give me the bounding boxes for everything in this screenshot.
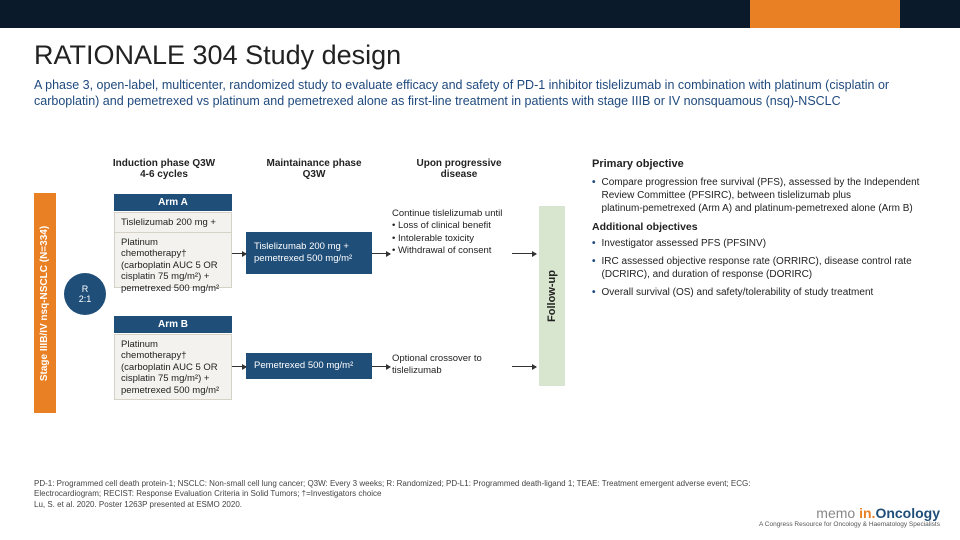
primary-objective-heading: Primary objective [592,158,940,170]
logo-oncology: Oncology [875,505,940,521]
arm-a-header: Arm A [114,194,232,211]
objective-item: • IRC assessed objective response rate (… [592,255,940,281]
maintenance-b: Pemetrexed 500 mg/m² [246,353,372,379]
progressive-a: Continue tislelizumab until• Loss of cli… [392,208,512,257]
logo-subtitle: A Congress Resource for Oncology & Haema… [759,521,940,528]
slide-content: RATIONALE 304 Study design A phase 3, op… [34,40,940,510]
logo-main: memo in.Oncology [759,505,940,521]
maintenance-a: Tislelizumab 200 mg + pemetrexed 500 mg/… [246,232,372,274]
logo-in: in. [859,505,875,521]
arrow-b-prog [372,366,390,367]
followup-label: Follow-up [546,270,558,322]
top-bar [0,0,960,28]
primary-objective-item: • Compare progression free survival (PFS… [592,176,940,215]
arrow-a-fu [512,253,536,254]
study-diagram: Induction phase Q3W4-6 cycles Maintainan… [34,158,940,428]
arrow-a-prog [372,253,390,254]
objective-text: Overall survival (OS) and safety/tolerab… [602,286,874,299]
logo: memo in.Oncology A Congress Resource for… [759,505,940,528]
slide-subtitle: A phase 3, open‑label, multicenter, rand… [34,77,914,110]
objective-item: • Overall survival (OS) and safety/toler… [592,286,940,299]
objectives-panel: Primary objective • Compare progression … [592,158,940,304]
footnotes: PD-1: Programmed cell death protein-1; N… [34,479,754,510]
top-bar-accent [750,0,900,28]
bullet-icon: • [592,176,596,215]
arrow-a-maint [232,253,246,254]
objective-item: • Investigator assessed PFS (PFSINV) [592,237,940,250]
phase-maintenance: Maintainance phaseQ3W [254,158,374,180]
bullet-icon: • [592,286,596,299]
followup-bar: Follow-up [539,206,565,386]
progressive-b: Optional crossover to tislelizumab [392,353,512,378]
randomize-ratio: 2:1 [79,294,92,304]
arm-a-line1: Tislelizumab 200 mg + [114,212,232,233]
arrow-b-maint [232,366,246,367]
arm-b-header: Arm B [114,316,232,333]
logo-memo: memo [816,505,859,521]
primary-objective-text: Compare progression free survival (PFS),… [602,176,940,215]
objective-text: IRC assessed objective response rate (OR… [602,255,940,281]
arrow-b-fu [512,366,536,367]
bullet-icon: • [592,255,596,281]
population-label: Stage IIIB/IV nsq-NSCLC (N=334) [40,225,51,380]
randomize-r: R [82,284,89,294]
objective-text: Investigator assessed PFS (PFSINV) [602,237,767,250]
arm-a-line2: Platinum chemotherapy† (carboplatin AUC … [114,232,232,288]
population-bar: Stage IIIB/IV nsq-NSCLC (N=334) [34,193,56,413]
phase-headers: Induction phase Q3W4-6 cycles Maintainan… [104,158,514,180]
bullet-icon: • [592,237,596,250]
randomization-node: R 2:1 [64,273,106,315]
additional-objectives-heading: Additional objectives [592,221,940,233]
phase-induction: Induction phase Q3W4-6 cycles [104,158,224,180]
phase-progressive: Upon progressivedisease [404,158,514,180]
arm-b-text: Platinum chemotherapy† (carboplatin AUC … [114,334,232,400]
slide-title: RATIONALE 304 Study design [34,40,940,71]
